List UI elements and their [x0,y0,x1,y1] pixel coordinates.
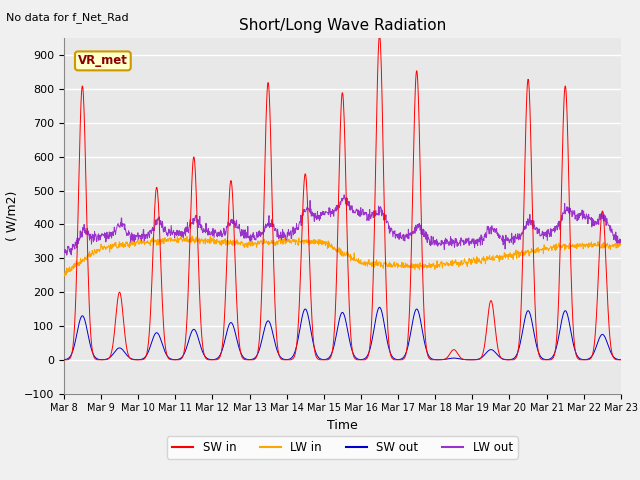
Legend: SW in, LW in, SW out, LW out: SW in, LW in, SW out, LW out [167,436,518,459]
Text: VR_met: VR_met [78,54,128,67]
Text: No data for f_Net_Rad: No data for f_Net_Rad [6,12,129,23]
Y-axis label: ( W/m2): ( W/m2) [5,191,19,241]
Title: Short/Long Wave Radiation: Short/Long Wave Radiation [239,18,446,33]
X-axis label: Time: Time [327,419,358,432]
